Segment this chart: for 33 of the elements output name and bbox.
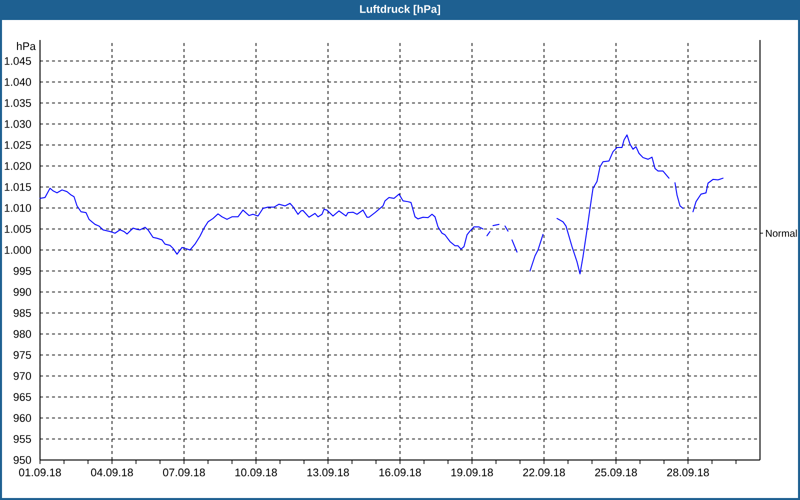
x-tick-label: 19.09.18 [451,468,493,476]
x-tick-label: 25.09.18 [595,468,637,476]
y-axis-title: hPa [17,42,36,50]
x-tick-label: 13.09.18 [307,468,349,476]
y-tick-label: 1.000 [4,246,32,254]
y-tick-label: 1.030 [4,120,32,128]
x-tick-label: 04.09.18 [91,468,133,476]
y-tick-label: 1.035 [4,99,31,107]
chart-title: Luftdruck [hPa] [360,4,440,16]
y-tick-label: 1.040 [4,78,32,86]
y-tick-label: 1.005 [4,225,31,233]
y-tick-label: 970 [14,372,32,380]
y-tick-label: 960 [14,414,32,422]
x-tick-label: 28.09.18 [667,468,709,476]
y-tick-label: 965 [14,393,32,401]
y-tick-label: 1.020 [4,162,32,170]
x-tick-label: 22.09.18 [523,468,565,476]
x-tick-label: 10.09.18 [235,468,277,476]
x-tick-label: 07.09.18 [163,468,205,476]
y-tick-label: 1.010 [4,204,32,212]
y-tick-label: 1.045 [4,57,31,65]
y-tick-label: 1.015 [4,183,31,191]
y-tick-label: 975 [14,351,32,359]
x-tick-label: 01.09.18 [19,468,61,476]
y-tick-label: 1.025 [4,141,31,149]
y-tick-label: 980 [14,330,32,338]
y-tick-label: 955 [14,435,32,443]
ref-line-label: Normal [766,230,797,237]
x-tick-label: 16.09.18 [379,468,421,476]
y-tick-label: 995 [14,267,32,275]
y-tick-label: 990 [14,288,32,296]
y-tick-label: 950 [14,456,32,464]
y-tick-label: 985 [14,309,32,317]
